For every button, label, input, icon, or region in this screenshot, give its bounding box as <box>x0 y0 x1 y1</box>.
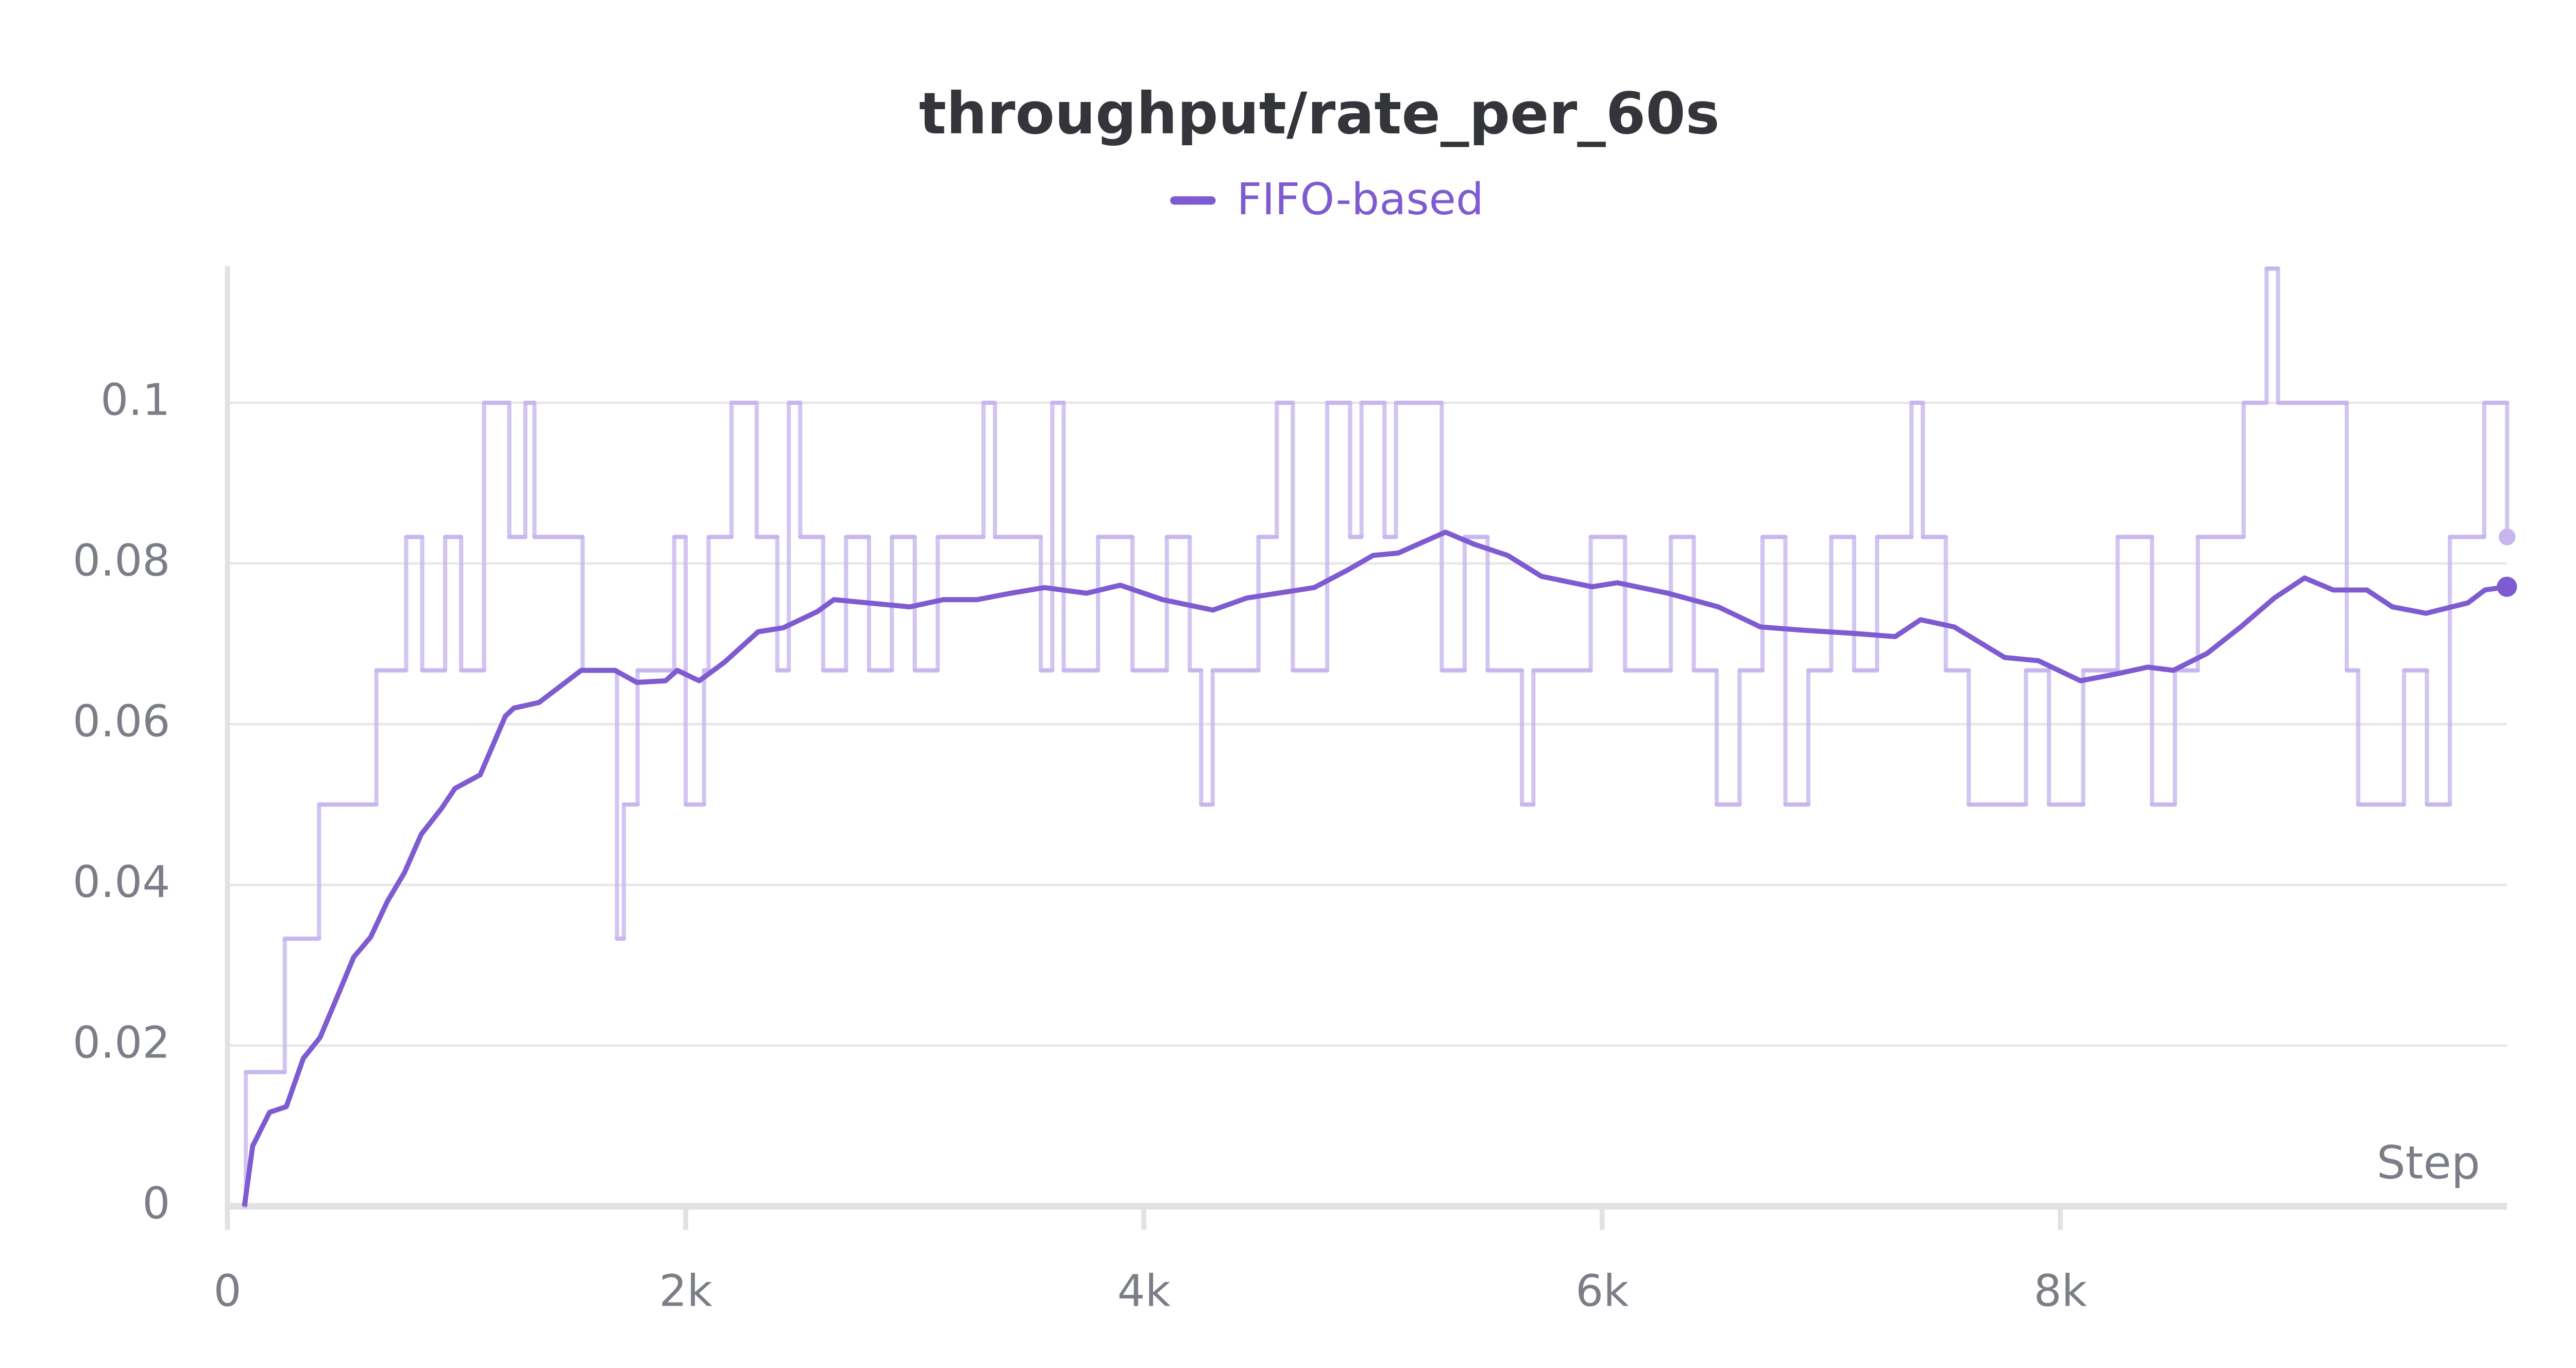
chart-title: throughput/rate_per_60s <box>919 81 1720 147</box>
y-tick-label: 0 <box>142 1178 170 1229</box>
end-dot <box>2497 576 2517 597</box>
raw-end-dot <box>2498 528 2516 545</box>
y-tick-label: 0.02 <box>73 1017 170 1068</box>
series-line <box>242 529 2507 1207</box>
x-tick-label: 0 <box>213 1266 241 1317</box>
y-tick-label: 0.06 <box>73 696 170 747</box>
legend-label: FIFO-based <box>1236 174 1483 225</box>
y-tick-label: 0.04 <box>73 857 170 908</box>
x-tick-label: 6k <box>1575 1266 1629 1317</box>
x-tick-label: 2k <box>659 1266 712 1317</box>
x-tick-label: 4k <box>1117 1266 1171 1317</box>
x-axis-label: Step <box>2377 1136 2480 1189</box>
x-tick-label: 8k <box>2033 1266 2087 1317</box>
legend: FIFO-based <box>1170 174 1484 225</box>
y-tick-label: 0.1 <box>100 374 170 425</box>
y-tick-label: 0.08 <box>73 535 170 586</box>
